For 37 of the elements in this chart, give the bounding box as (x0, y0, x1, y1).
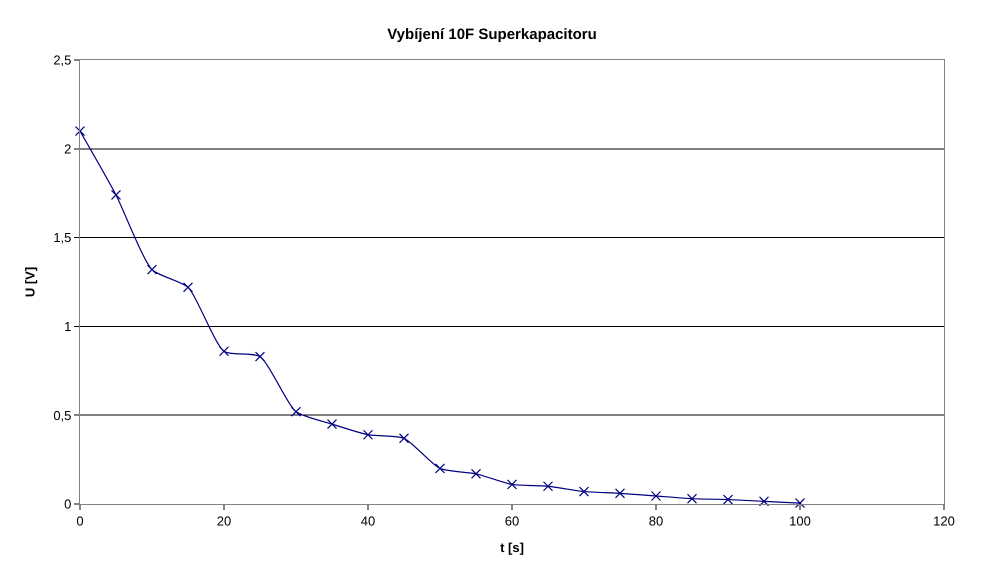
y-tick-label: 1 (64, 318, 72, 334)
point (794, 498, 806, 508)
y-tick-label: 2,5 (53, 52, 72, 68)
x-tick-label: 120 (933, 514, 955, 529)
point (470, 468, 482, 479)
x-tick-label: 60 (504, 514, 520, 529)
point (758, 496, 770, 506)
x-axis-title: t [s] (500, 540, 524, 556)
point (362, 430, 374, 440)
x-tick-label: 20 (216, 514, 232, 529)
point (146, 264, 158, 275)
x-tick-label: 100 (789, 514, 811, 529)
point (434, 463, 446, 474)
point (578, 486, 590, 497)
point (686, 494, 698, 504)
point (254, 351, 266, 362)
point (614, 488, 626, 498)
point (722, 494, 734, 505)
point (650, 490, 662, 502)
y-tick-label: 0,5 (53, 408, 72, 423)
point (326, 418, 338, 430)
point (290, 406, 302, 417)
point (74, 126, 86, 136)
point (398, 433, 410, 444)
point (542, 481, 554, 492)
point (182, 282, 194, 292)
x-tick-label: 0 (76, 514, 84, 529)
y-axis-title: U [V] (22, 266, 38, 298)
point (218, 346, 230, 356)
y-tick-label: 1,5 (53, 230, 72, 246)
point (506, 479, 518, 490)
x-tick-label: 80 (648, 514, 664, 529)
chart-title: Vybíjení 10F Superkapacitoru (387, 26, 597, 43)
y-tick-label: 0 (64, 496, 72, 512)
y-tick-label: 2 (64, 141, 72, 156)
point (110, 190, 122, 200)
x-tick-label: 40 (360, 514, 376, 529)
